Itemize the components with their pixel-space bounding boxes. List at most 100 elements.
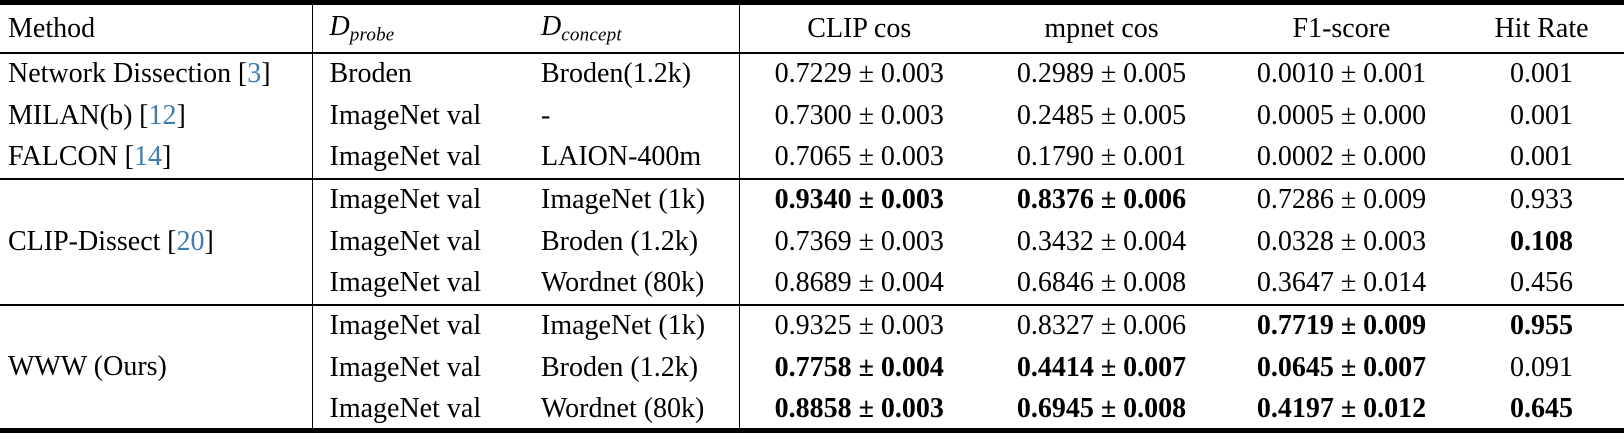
cell-f1-score: 0.0005 ± 0.000 xyxy=(1256,99,1427,131)
cell-method: FALCON [14] xyxy=(0,136,313,179)
cell-mpnet-cos: 0.3432 ± 0.004 xyxy=(1016,225,1187,257)
cell-mpnet-cos: 0.8376 ± 0.006 xyxy=(979,177,1224,221)
cell-mpnet-cos: 0.6846 ± 0.008 xyxy=(1016,267,1187,299)
cell-hit-rate: 0.001 xyxy=(1510,99,1573,131)
cell-hit-rate: 0.108 xyxy=(1510,225,1573,257)
cell-f1-score: 0.7286 ± 0.009 xyxy=(1224,177,1459,221)
cell-d-concept: Broden (1.2k) xyxy=(518,220,740,263)
cell-hit-rate: 0.001 xyxy=(1510,141,1573,173)
table-header: Method Dprobe Dconcept CLIP cos mpnet co… xyxy=(0,2,1624,54)
cell-d-concept: Broden (1.2k) xyxy=(518,346,740,389)
cell-mpnet-cos: 0.6945 ± 0.008 xyxy=(1016,392,1187,424)
d-probe-symbol: D xyxy=(329,10,350,42)
citation-link-12[interactable]: 12 xyxy=(148,99,177,131)
cell-d-probe: ImageNet val xyxy=(329,267,482,299)
col-header-hit-rate: Hit Rate xyxy=(1459,2,1624,54)
citation-bracket-close: ] xyxy=(204,225,214,257)
table-row: MILAN(b) [12] ImageNet val - 0.7300 ± 0.0… xyxy=(0,94,1624,137)
citation-bracket-open: [ xyxy=(237,58,248,90)
table-row: WWW (Ours) ImageNet val ImageNet (1k) 0.… xyxy=(0,303,1624,431)
cell-d-probe: ImageNet val xyxy=(329,99,482,131)
group-baselines: Network Dissection [3] Broden Broden(1.2k… xyxy=(0,52,1624,179)
citation-bracket-open: [ xyxy=(124,141,134,173)
cell-d-probe: ImageNet val xyxy=(329,392,482,424)
cell-hit-rate: 0.456 xyxy=(1510,267,1573,299)
cell-method: MILAN(b) [12] xyxy=(0,94,313,137)
cell-f1-score: 0.0002 ± 0.000 xyxy=(1256,141,1427,173)
cell-clip-cos: 0.7300 ± 0.003 xyxy=(774,99,944,131)
table-row: FALCON [14] ImageNet val LAION-400m 0.706… xyxy=(0,136,1624,179)
cell-f1-score: 0.0645 ± 0.007 xyxy=(1256,351,1427,383)
col-header-clip-cos: CLIP cos xyxy=(739,2,979,54)
col-header-d-probe: Dprobe xyxy=(312,2,518,54)
d-concept-subscript: concept xyxy=(561,23,622,45)
table-row: ImageNet val Broden (1.2k) 0.7758 ± 0.00… xyxy=(0,346,1624,389)
results-table: Method Dprobe Dconcept CLIP cos mpnet co… xyxy=(0,0,1624,433)
method-name: Network Dissection xyxy=(8,58,232,90)
cell-d-concept: Wordnet (80k) xyxy=(518,262,740,305)
col-header-d-concept: Dconcept xyxy=(518,2,740,54)
cell-mpnet-cos: 0.4414 ± 0.007 xyxy=(1016,351,1187,383)
cell-d-concept: ImageNet (1k) xyxy=(518,177,740,221)
cell-f1-score: 0.0010 ± 0.001 xyxy=(1256,58,1427,90)
citation-bracket-close: ] xyxy=(176,99,186,131)
cell-mpnet-cos: 0.1790 ± 0.001 xyxy=(1016,141,1187,173)
group-clip-dissect: CLIP-Dissect [20] ImageNet val ImageNet (… xyxy=(0,177,1624,305)
cell-d-probe: Broden xyxy=(329,58,412,90)
cell-clip-cos: 0.9340 ± 0.003 xyxy=(739,177,979,221)
cell-d-probe: ImageNet val xyxy=(329,351,482,383)
cell-hit-rate: 0.091 xyxy=(1510,351,1573,383)
cell-clip-cos: 0.9325 ± 0.003 xyxy=(739,303,979,347)
cell-method: Network Dissection [3] xyxy=(0,52,313,95)
cell-d-concept: Broden(1.2k) xyxy=(518,52,740,95)
cell-clip-cos: 0.7369 ± 0.003 xyxy=(774,225,944,257)
citation-bracket-close: ] xyxy=(261,58,271,90)
cell-d-concept: LAION-400m xyxy=(518,136,740,179)
cell-clip-cos: 0.7758 ± 0.004 xyxy=(774,351,944,383)
citation-bracket-open: [ xyxy=(139,99,149,131)
method-name: WWW (Ours) xyxy=(8,351,167,383)
cell-clip-cos: 0.8689 ± 0.004 xyxy=(774,267,944,299)
citation-link-20[interactable]: 20 xyxy=(176,225,205,257)
cell-clip-cos: 0.7229 ± 0.003 xyxy=(774,58,944,90)
cell-mpnet-cos: 0.2989 ± 0.005 xyxy=(1016,58,1187,90)
col-header-f1-score: F1-score xyxy=(1224,2,1459,54)
d-probe-subscript: probe xyxy=(349,23,395,45)
cell-method-group: WWW (Ours) xyxy=(0,303,313,431)
cell-d-probe: ImageNet val xyxy=(329,141,482,173)
method-name: MILAN(b) xyxy=(8,99,133,131)
citation-link-3[interactable]: 3 xyxy=(247,58,262,90)
cell-d-probe: ImageNet val xyxy=(329,225,482,257)
cell-hit-rate: 0.955 xyxy=(1459,303,1624,347)
citation-link-14[interactable]: 14 xyxy=(133,141,162,173)
cell-f1-score: 0.7719 ± 0.009 xyxy=(1224,303,1459,347)
cell-d-probe: ImageNet val xyxy=(312,303,518,347)
cell-clip-cos: 0.8858 ± 0.003 xyxy=(774,392,944,424)
cell-f1-score: 0.3647 ± 0.014 xyxy=(1256,267,1427,299)
col-header-mpnet-cos: mpnet cos xyxy=(979,2,1224,54)
method-name: FALCON xyxy=(8,141,118,173)
cell-d-concept: ImageNet (1k) xyxy=(518,303,740,347)
table-row: ImageNet val Broden (1.2k) 0.7369 ± 0.00… xyxy=(0,220,1624,263)
cell-d-concept: - xyxy=(518,94,740,137)
cell-mpnet-cos: 0.8327 ± 0.006 xyxy=(979,303,1224,347)
table-row: ImageNet val Wordnet (80k) 0.8858 ± 0.00… xyxy=(0,388,1624,431)
cell-hit-rate: 0.645 xyxy=(1510,392,1573,424)
citation-bracket-open: [ xyxy=(167,225,177,257)
table-row: CLIP-Dissect [20] ImageNet val ImageNet (… xyxy=(0,177,1624,305)
cell-method-group: CLIP-Dissect [20] xyxy=(0,177,313,305)
group-www-ours: WWW (Ours) ImageNet val ImageNet (1k) 0.… xyxy=(0,303,1624,431)
cell-hit-rate: 0.001 xyxy=(1510,58,1573,90)
cell-clip-cos: 0.7065 ± 0.003 xyxy=(774,141,944,173)
cell-f1-score: 0.4197 ± 0.012 xyxy=(1256,392,1427,424)
table-row: Network Dissection [3] Broden Broden(1.2k… xyxy=(0,52,1624,95)
table-row: ImageNet val Wordnet (80k) 0.8689 ± 0.00… xyxy=(0,262,1624,305)
cell-d-probe: ImageNet val xyxy=(312,177,518,221)
header-row: Method Dprobe Dconcept CLIP cos mpnet co… xyxy=(0,2,1624,54)
col-header-method: Method xyxy=(0,2,313,54)
d-concept-symbol: D xyxy=(541,10,562,42)
cell-hit-rate: 0.933 xyxy=(1459,177,1624,221)
cell-d-concept: Wordnet (80k) xyxy=(518,388,740,431)
cell-mpnet-cos: 0.2485 ± 0.005 xyxy=(1016,99,1187,131)
